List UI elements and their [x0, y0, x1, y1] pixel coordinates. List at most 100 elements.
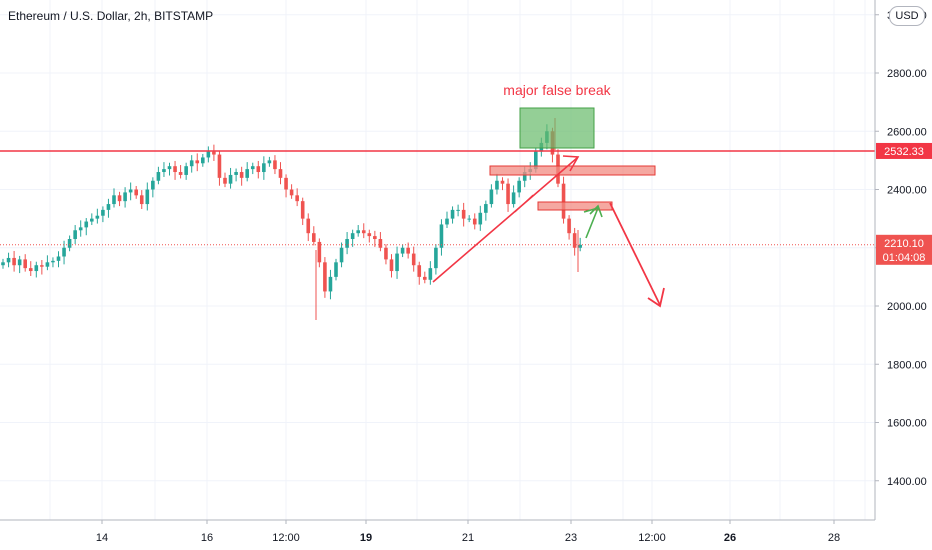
candle [23, 259, 27, 269]
candle [534, 151, 538, 170]
candle [189, 160, 194, 167]
x-tick-label: 19 [360, 532, 372, 544]
candle [389, 259, 394, 272]
candle [90, 218, 94, 222]
x-tick-label: 23 [565, 532, 577, 544]
candle [489, 189, 494, 205]
candle [17, 259, 22, 266]
candle [367, 233, 372, 237]
retest-arrow [583, 207, 599, 213]
candle [306, 218, 311, 234]
retest-arrow [585, 207, 599, 239]
candle [223, 177, 227, 184]
candle [323, 262, 327, 292]
candle [73, 230, 77, 240]
candle [106, 204, 111, 210]
candle [522, 172, 527, 181]
y-tick-label: 2600.00 [887, 126, 927, 138]
candle [178, 172, 183, 175]
candle [300, 201, 305, 219]
x-tick-label: 12:00 [638, 532, 666, 544]
y-tick-label: 1400.00 [887, 476, 927, 488]
candle [184, 166, 188, 175]
candle [78, 227, 83, 231]
candle [273, 160, 277, 170]
currency-button[interactable]: USD [889, 6, 925, 26]
candle [62, 247, 66, 257]
projection-arrow [609, 202, 661, 306]
candle [495, 180, 499, 190]
candle [384, 247, 388, 260]
candle [212, 151, 216, 155]
candle [400, 247, 405, 254]
candle [56, 256, 61, 261]
candle [112, 195, 116, 205]
x-tick-label: 16 [201, 532, 213, 544]
candle [428, 268, 433, 280]
candle [506, 183, 510, 205]
candle [195, 160, 200, 164]
candle [461, 209, 466, 219]
candle [472, 218, 477, 225]
candle [350, 233, 355, 240]
projection-arrowhead [647, 287, 665, 308]
candle [561, 183, 566, 219]
candle [278, 169, 283, 178]
candle [339, 247, 344, 263]
candle [228, 174, 233, 184]
candle [123, 192, 127, 202]
candle [250, 166, 255, 170]
candle [484, 204, 488, 213]
resistance-price-badge [876, 142, 932, 159]
y-tick-label: 1600.00 [887, 418, 927, 430]
candle [295, 195, 299, 202]
candle [139, 195, 144, 205]
x-tick-label: 28 [828, 532, 840, 544]
candle [578, 244, 582, 248]
candle [6, 257, 11, 263]
candle [373, 236, 377, 240]
candle [117, 195, 122, 202]
candle [1, 262, 5, 266]
candle [378, 239, 383, 248]
candle [51, 260, 55, 263]
candle [145, 189, 150, 205]
candle [289, 189, 294, 196]
uptrend-arrowhead [562, 155, 580, 172]
uptrend-arrow [432, 157, 578, 283]
support-zone [537, 201, 613, 211]
candle [151, 180, 155, 190]
candle [28, 268, 33, 272]
candle [167, 166, 172, 170]
candle [239, 172, 244, 178]
x-tick-label: 12:00 [272, 532, 300, 544]
candle [439, 224, 444, 248]
false-break-zone [519, 107, 595, 149]
candle [478, 212, 483, 225]
y-tick-label: 2400.00 [887, 185, 927, 197]
candle [162, 169, 166, 173]
candle [101, 209, 105, 216]
candle [312, 233, 316, 242]
candle [572, 233, 577, 248]
candle [34, 265, 39, 272]
retest-arrowhead [589, 204, 603, 218]
last-price-text: 2210.10 [884, 238, 924, 250]
candle [345, 239, 349, 248]
candle [256, 166, 261, 173]
candle [456, 209, 460, 211]
candle [450, 209, 455, 219]
candle [12, 257, 16, 266]
candle [67, 239, 72, 248]
annotation-text: major false break [503, 82, 611, 98]
candle [284, 177, 288, 190]
candle [206, 151, 211, 158]
candle [201, 157, 205, 164]
candle [356, 230, 360, 234]
x-tick-label: 21 [462, 532, 474, 544]
candle [45, 262, 50, 267]
uptrend-arrow [514, 194, 534, 213]
candle [567, 218, 571, 234]
